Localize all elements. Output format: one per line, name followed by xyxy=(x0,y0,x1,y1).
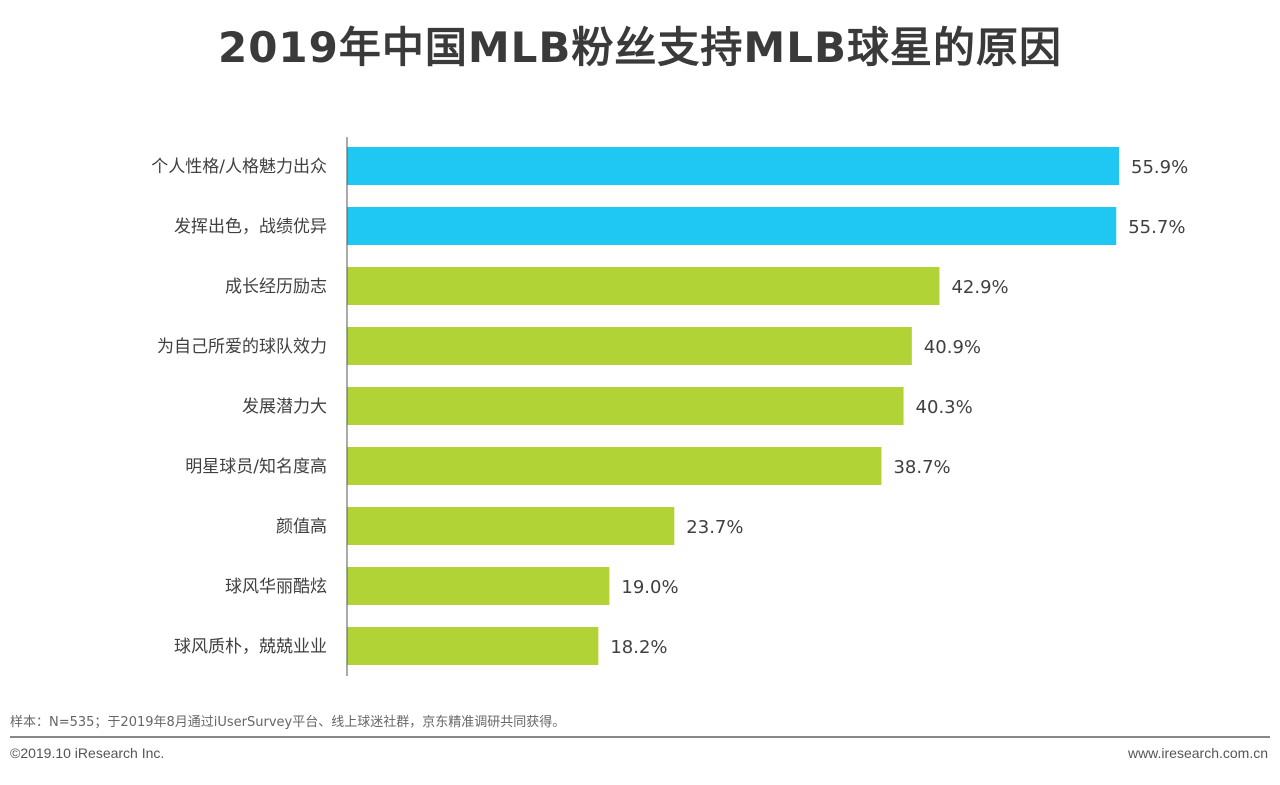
bar-chart: 个人性格/人格魅力出众 55.9% 发挥出色，战绩优异 55.7% 成长经历励志 42.9… xyxy=(151,137,1188,676)
footer-divider xyxy=(10,736,1270,738)
bar xyxy=(347,447,882,485)
category-label: 成长经历励志 xyxy=(225,277,327,297)
value-label: 23.7% xyxy=(686,517,743,538)
value-label: 18.2% xyxy=(610,637,667,658)
copyright: ©2019.10 iResearch Inc. xyxy=(10,745,165,761)
category-label: 为自己所爱的球队效力 xyxy=(157,337,327,357)
category-label: 个人性格/人格魅力出众 xyxy=(151,157,327,177)
value-label: 38.7% xyxy=(893,457,950,478)
category-label: 球风华丽酷炫 xyxy=(225,577,327,597)
chart-title: 2019年中国MLB粉丝支持MLB球星的原因 xyxy=(217,23,1063,72)
bar xyxy=(347,507,675,545)
value-label: 19.0% xyxy=(621,577,678,598)
bar xyxy=(347,267,940,305)
category-label: 球风质朴，兢兢业业 xyxy=(174,637,327,657)
bar xyxy=(347,147,1119,185)
value-label: 42.9% xyxy=(951,277,1008,298)
value-label: 55.7% xyxy=(1128,217,1185,238)
sample-note: 样本：N=535；于2019年8月通过iUserSurvey平台、线上球迷社群，… xyxy=(10,715,566,730)
website-link[interactable]: www.iresearch.com.cn xyxy=(1127,745,1268,761)
bar xyxy=(347,207,1117,245)
category-label: 发挥出色，战绩优异 xyxy=(174,217,327,237)
value-label: 40.9% xyxy=(924,337,981,358)
category-label: 明星球员/知名度高 xyxy=(185,457,327,477)
value-label: 40.3% xyxy=(916,397,973,418)
bar xyxy=(347,627,599,665)
value-label: 55.9% xyxy=(1131,157,1188,178)
category-label: 颜值高 xyxy=(276,517,327,537)
bar xyxy=(347,327,912,365)
bar xyxy=(347,567,610,605)
bar xyxy=(347,387,904,425)
category-label: 发展潜力大 xyxy=(242,397,327,417)
